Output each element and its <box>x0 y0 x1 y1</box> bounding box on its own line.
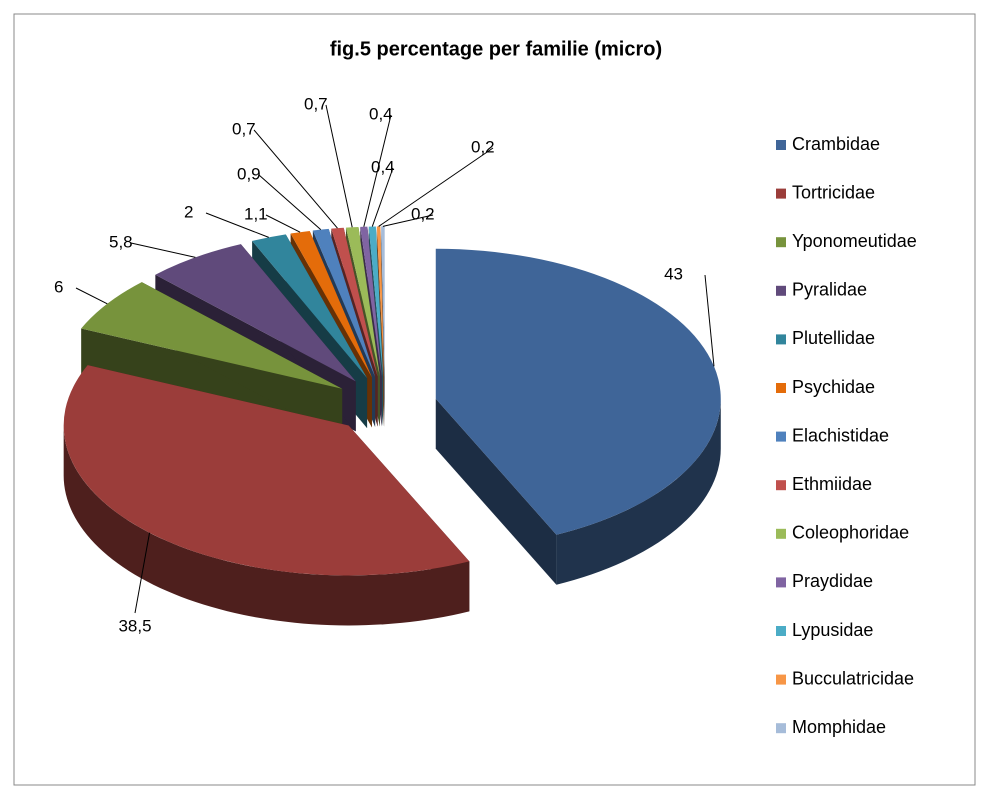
legend-swatch <box>776 237 786 248</box>
data-label: 0,2 <box>471 137 495 156</box>
legend-label: Ethmiidae <box>792 474 872 494</box>
pie-slice <box>381 226 385 377</box>
chart-title: fig.5 percentage per familie (micro) <box>330 38 662 60</box>
data-label: 38,5 <box>118 616 151 635</box>
legend-swatch <box>776 577 786 588</box>
legend-label: Plutellidae <box>792 328 875 348</box>
leader-line <box>382 214 434 227</box>
pie-slice <box>435 248 721 535</box>
legend-label: Elachistidae <box>792 425 889 445</box>
legend-swatch <box>776 334 786 345</box>
leader-line <box>130 242 196 258</box>
data-label: 1,1 <box>244 204 268 223</box>
pie-slice <box>345 226 380 377</box>
data-label: 0,7 <box>232 119 256 138</box>
legend-label: Coleophoridae <box>792 523 909 543</box>
data-label: 0,9 <box>237 164 261 183</box>
leader-line <box>378 147 494 227</box>
legend-swatch <box>776 188 786 199</box>
pie-slice <box>81 282 343 389</box>
legend-label: Psychidae <box>792 377 875 397</box>
leader-line <box>205 212 269 238</box>
data-label: 43 <box>664 264 683 283</box>
legend-swatch <box>776 431 786 442</box>
pie-slice <box>360 226 382 377</box>
legend-label: Praydidae <box>792 571 873 591</box>
data-label: 0,4 <box>369 104 393 123</box>
legend-label: Bucculatricidae <box>792 668 914 688</box>
data-label: 0,7 <box>304 94 328 113</box>
pie-slice <box>63 365 470 576</box>
legend-swatch <box>776 285 786 296</box>
leader-line <box>253 129 338 229</box>
legend-swatch <box>776 626 786 636</box>
leader-line <box>371 167 394 227</box>
data-label: 2 <box>184 202 193 221</box>
pie-slice <box>368 226 384 377</box>
legend-swatch <box>776 528 786 539</box>
slice-side <box>556 398 721 585</box>
pie-slice <box>155 244 356 382</box>
data-label: 0,2 <box>411 204 435 223</box>
legend-swatch <box>776 723 786 734</box>
legend-label: Lypusidae <box>792 620 873 640</box>
data-label: 5,8 <box>109 232 133 251</box>
legend-swatch <box>776 140 786 150</box>
legend-label: Crambidae <box>792 134 880 154</box>
legend-label: Tortricidae <box>792 182 875 202</box>
slice-side <box>435 398 557 585</box>
leader-line <box>363 114 392 227</box>
data-label: 6 <box>54 277 63 296</box>
legend-label: Yponomeutidae <box>792 231 917 251</box>
leader-line <box>134 532 151 614</box>
leader-line <box>75 287 108 305</box>
pie-slice <box>290 230 372 378</box>
legend-swatch <box>776 383 786 393</box>
pie-slice <box>312 228 376 377</box>
pie-slice <box>376 226 385 377</box>
leader-line <box>265 214 301 233</box>
leader-line <box>258 174 322 231</box>
leader-line <box>325 104 353 228</box>
pie-slice <box>331 227 378 377</box>
legend-swatch <box>776 674 786 685</box>
slice-side <box>63 425 470 626</box>
legend-swatch <box>776 480 786 491</box>
leader-line <box>704 274 715 367</box>
legend-label: Momphidae <box>792 717 886 737</box>
pie-slice <box>252 234 368 379</box>
legend-label: Pyralidae <box>792 280 867 300</box>
data-label: 0,4 <box>371 157 395 176</box>
